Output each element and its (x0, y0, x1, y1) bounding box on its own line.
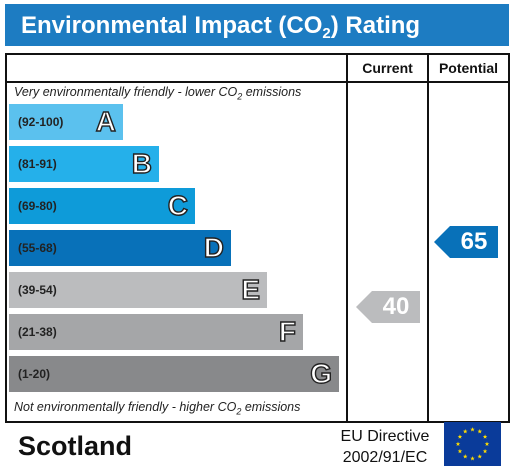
band-d: (55-68) D (9, 230, 231, 266)
band-c: (69-80) C (9, 188, 195, 224)
band-a-letter: A (95, 105, 117, 137)
footer-country: Scotland (18, 431, 133, 461)
band-a: (92-100) A (9, 104, 123, 140)
directive-line-2: 2002/91/EC (342, 449, 428, 466)
potential-pointer-arrow (434, 226, 498, 258)
current-rating-value: 40 (382, 293, 410, 320)
title-end: ) Rating (330, 12, 421, 39)
title-bar: Environmental Impact (CO2) Rating (5, 4, 509, 46)
band-g: (1-20) G (9, 356, 339, 392)
bottom-note-main: Not environmentally friendly - higher CO (14, 400, 237, 414)
bottom-note-subscript: 2 (236, 406, 242, 417)
footer-directive: EU Directive 2002/91/EC (332, 426, 438, 468)
eu-flag-star (482, 434, 488, 439)
title-subscript: 2 (322, 25, 331, 42)
band-g-letter: G (310, 357, 333, 389)
band-e: (39-54) E (9, 272, 267, 308)
bottom-note-end: emissions (241, 400, 301, 414)
current-pointer-arrow (356, 291, 420, 323)
potential-rating-value: 65 (460, 228, 488, 255)
band-g-range: (1-20) (18, 367, 51, 381)
eu-flag-star (462, 429, 468, 434)
band-e-letter: E (241, 273, 261, 305)
top-note-main: Very environmentally friendly - lower CO (14, 85, 238, 99)
band-a-range: (92-100) (18, 115, 64, 129)
eu-flag-star (477, 454, 483, 459)
band-b-letter: B (131, 147, 153, 179)
eu-flag-star (484, 441, 490, 446)
title-main: Environmental Impact (CO (21, 12, 323, 39)
footer-divider (5, 421, 510, 423)
eu-flag-star (477, 429, 483, 434)
band-d-letter: D (203, 231, 225, 263)
divider-potential (427, 53, 429, 423)
band-c-range: (69-80) (18, 199, 57, 213)
band-f-letter: F (278, 315, 297, 347)
eu-flag-star (457, 434, 463, 439)
bottom-note: Not environmentally friendly - higher CO… (14, 400, 300, 417)
eu-flag-star (482, 448, 488, 454)
directive-line-1: EU Directive (340, 428, 430, 445)
eu-flag-star (470, 456, 475, 461)
top-note-subscript: 2 (237, 91, 243, 102)
potential-rating-pointer: 65 (434, 226, 498, 258)
top-note-end: emissions (242, 85, 302, 99)
current-rating-pointer: 40 (356, 291, 420, 323)
band-f: (21-38) F (9, 314, 303, 350)
band-f-range: (21-38) (18, 325, 57, 339)
column-header-current: Current (362, 60, 413, 76)
band-b-range: (81-91) (18, 157, 57, 171)
band-d-range: (55-68) (18, 241, 57, 255)
band-e-range: (39-54) (18, 283, 57, 297)
band-c-letter: C (167, 189, 189, 221)
page-title: Environmental Impact (CO2) Rating (21, 4, 420, 51)
eu-flag-star (455, 441, 461, 446)
eu-flag-icon (444, 422, 501, 466)
eu-flag-star (462, 454, 468, 459)
header-divider (5, 81, 510, 83)
eu-flag-star (470, 427, 475, 432)
column-header-potential: Potential (438, 60, 499, 76)
band-b: (81-91) B (9, 146, 159, 182)
top-note: Very environmentally friendly - lower CO… (14, 85, 301, 102)
eu-flag-star (457, 448, 463, 454)
divider-current (346, 53, 348, 423)
